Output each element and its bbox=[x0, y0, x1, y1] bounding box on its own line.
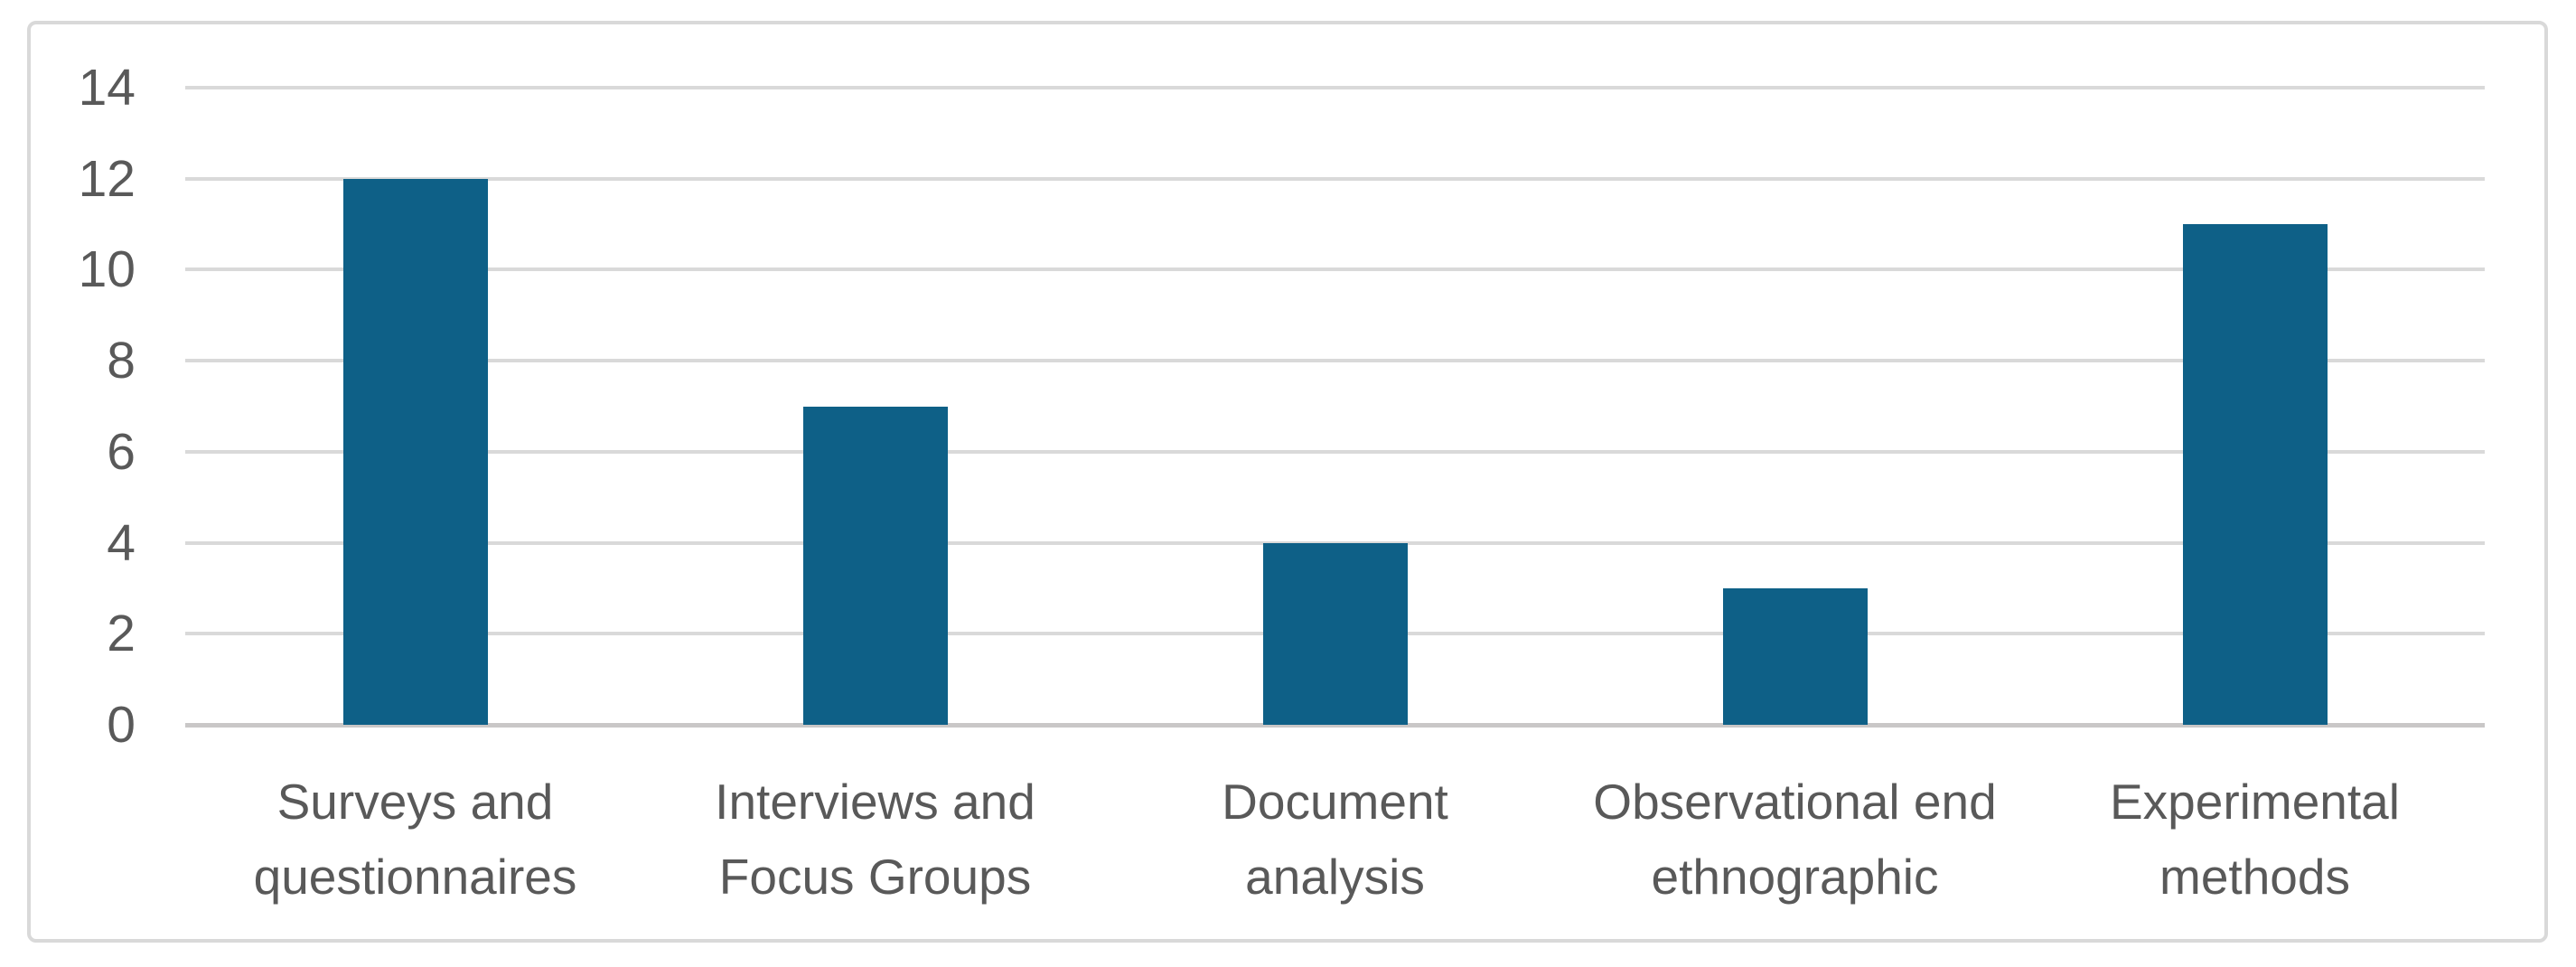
bar bbox=[1722, 587, 1868, 725]
bar bbox=[802, 406, 948, 725]
x-axis-category-label: Interviews and Focus Groups bbox=[715, 774, 1035, 905]
bar bbox=[342, 178, 488, 725]
y-gridline bbox=[185, 359, 2485, 363]
y-axis-tick-label: 0 bbox=[107, 696, 136, 754]
x-axis-category-label: Surveys and questionnaires bbox=[253, 774, 577, 905]
y-axis-tick-label: 14 bbox=[78, 59, 136, 117]
bar bbox=[1262, 542, 1408, 725]
y-axis-tick-label: 2 bbox=[107, 605, 136, 663]
y-gridline bbox=[185, 449, 2485, 454]
y-axis-tick-label: 10 bbox=[78, 240, 136, 299]
y-axis-tick-label: 6 bbox=[107, 422, 136, 481]
y-gridline bbox=[185, 268, 2485, 272]
x-axis-category-label: Document analysis bbox=[1222, 774, 1448, 905]
y-gridline bbox=[185, 176, 2485, 181]
x-axis-category-label: Experimental methods bbox=[2110, 774, 2400, 905]
y-axis-tick-label: 12 bbox=[78, 149, 136, 208]
bar bbox=[2182, 224, 2328, 725]
x-axis-line bbox=[185, 722, 2485, 728]
y-gridline bbox=[185, 86, 2485, 89]
y-axis-tick-label: 8 bbox=[107, 332, 136, 390]
y-axis-tick-label: 4 bbox=[107, 513, 136, 572]
x-axis-category-label: Observational end ethnographic bbox=[1593, 774, 1997, 905]
